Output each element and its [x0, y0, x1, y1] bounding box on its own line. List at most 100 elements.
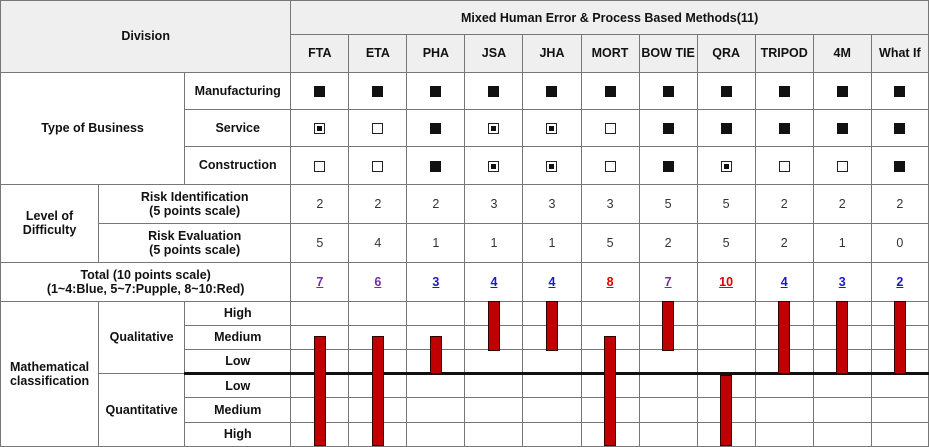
method-header-fta: FTA: [290, 34, 350, 73]
classification-cell: [638, 349, 698, 376]
total-value-cell: 6: [348, 262, 408, 302]
group-title-header: Mixed Human Error & Process Based Method…: [290, 0, 929, 36]
business-mark-cell: [290, 108, 350, 148]
total-score-link[interactable]: 2: [896, 274, 904, 289]
business-mark-cell: [348, 71, 408, 110]
business-row-label: Construction: [184, 146, 292, 185]
difficulty-value-cell: 5: [290, 222, 350, 264]
dotted-square-icon: [488, 123, 500, 135]
difficulty-value-cell: 5: [696, 222, 756, 264]
business-mark-cell: [812, 146, 872, 185]
difficulty-value-cell: 2: [754, 183, 814, 224]
business-mark-cell: [870, 146, 929, 185]
filled-square-icon: [488, 85, 500, 97]
total-score-link[interactable]: 3: [838, 274, 846, 289]
classification-cell: [464, 324, 524, 351]
classification-cell: [522, 349, 582, 376]
classification-cell: [870, 324, 929, 351]
business-mark-cell: [696, 71, 756, 110]
method-header-4m: 4M: [812, 34, 872, 73]
filled-square-icon: [604, 85, 616, 97]
total-value-cell: 3: [406, 262, 466, 302]
classification-cell: [464, 373, 524, 399]
total-score-link[interactable]: 10: [719, 274, 734, 289]
total-value-cell: 4: [754, 262, 814, 302]
business-mark-cell: [464, 108, 524, 148]
filled-square-icon: [430, 123, 442, 135]
quantitative-label: Quantitative: [98, 373, 186, 447]
classification-cell: [754, 397, 814, 423]
difficulty-value-cell: 2: [754, 222, 814, 264]
difficulty-value-cell: 2: [638, 222, 698, 264]
business-mark-cell: [696, 108, 756, 148]
classification-cell: [754, 324, 814, 351]
classification-cell: [406, 349, 466, 376]
level-label: High: [184, 421, 292, 447]
empty-square-icon: [836, 160, 848, 172]
business-mark-cell: [522, 108, 582, 148]
classification-cell: [870, 349, 929, 376]
total-score-link[interactable]: 7: [664, 274, 672, 289]
difficulty-value-cell: 1: [406, 222, 466, 264]
difficulty-value-cell: 5: [638, 183, 698, 224]
filled-square-icon: [836, 85, 848, 97]
filled-square-icon: [662, 85, 674, 97]
classification-cell: [580, 324, 640, 351]
total-score-link[interactable]: 4: [490, 274, 498, 289]
classification-cell: [290, 349, 350, 376]
classification-cell: [580, 397, 640, 423]
classification-cell: [696, 397, 756, 423]
filled-square-icon: [662, 123, 674, 135]
business-mark-cell: [870, 108, 929, 148]
level-label: Low: [184, 373, 292, 399]
filled-square-icon: [720, 85, 732, 97]
classification-cell: [754, 421, 814, 447]
business-mark-cell: [638, 71, 698, 110]
classification-cell: [464, 397, 524, 423]
classification-cell: [696, 300, 756, 326]
business-mark-cell: [464, 146, 524, 185]
business-mark-cell: [580, 108, 640, 148]
level-label: Medium: [184, 397, 292, 423]
business-mark-cell: [754, 71, 814, 110]
qualitative-label: Qualitative: [98, 300, 186, 375]
classification-cell: [638, 397, 698, 423]
total-score-link[interactable]: 4: [548, 274, 556, 289]
dotted-square-icon: [314, 123, 326, 135]
classification-cell: [522, 300, 582, 326]
method-header-pha: PHA: [406, 34, 466, 73]
classification-cell: [464, 421, 524, 447]
total-score-link[interactable]: 3: [432, 274, 440, 289]
business-mark-cell: [464, 71, 524, 110]
classification-cell: [290, 300, 350, 326]
method-header-qra: QRA: [696, 34, 756, 73]
level-label: Low: [184, 349, 292, 376]
difficulty-value-cell: 1: [464, 222, 524, 264]
business-row-label: Service: [184, 108, 292, 148]
total-score-link[interactable]: 8: [606, 274, 614, 289]
difficulty-value-cell: 2: [406, 183, 466, 224]
business-mark-cell: [522, 146, 582, 185]
difficulty-row-line2: (5 points scale): [149, 243, 241, 258]
dotted-square-icon: [720, 160, 732, 172]
classification-cell: [754, 300, 814, 326]
total-score-link[interactable]: 6: [374, 274, 382, 289]
classification-cell: [348, 349, 408, 376]
classification-cell: [870, 397, 929, 423]
total-value-cell: 8: [580, 262, 640, 302]
difficulty-value-cell: 2: [348, 183, 408, 224]
classification-cell: [638, 324, 698, 351]
difficulty-value-cell: 0: [870, 222, 929, 264]
difficulty-value-cell: 1: [522, 222, 582, 264]
total-score-link[interactable]: 7: [316, 274, 324, 289]
classification-cell: [406, 373, 466, 399]
business-mark-cell: [290, 71, 350, 110]
classification-cell: [348, 300, 408, 326]
classification-cell: [638, 421, 698, 447]
dotted-square-icon: [546, 123, 558, 135]
method-header-what-if: What If: [870, 34, 929, 73]
classification-cell: [348, 421, 408, 447]
classification-cell: [754, 349, 814, 376]
total-score-link[interactable]: 4: [780, 274, 788, 289]
